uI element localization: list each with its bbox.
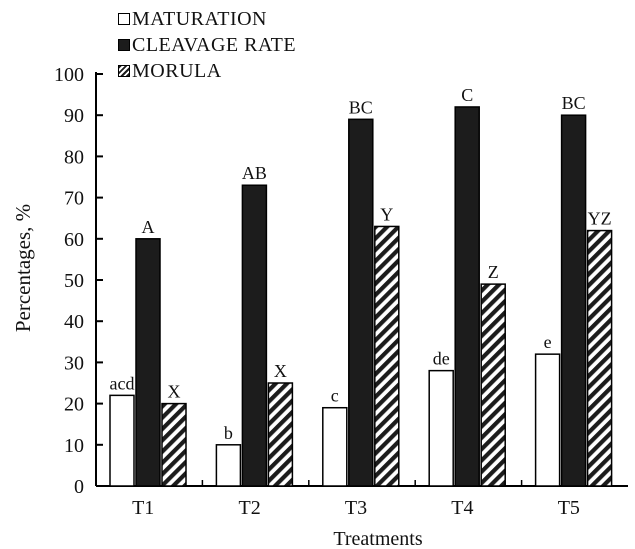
bars [109, 106, 613, 487]
y-tick-label: 40 [64, 311, 84, 333]
legend-label: MATURATION [132, 8, 267, 30]
x-tick-label: T2 [238, 497, 260, 519]
bar-morula [161, 402, 187, 487]
y-tick-label: 0 [74, 476, 84, 498]
legend-label: MORULA [132, 60, 222, 82]
y-tick-label: 20 [64, 394, 84, 416]
y-tick-label: 30 [64, 352, 84, 374]
y-tick-label: 70 [64, 188, 84, 210]
significance-labels: acd A Xb AB Xc BC Yde C Ze BC YZ [110, 85, 612, 443]
bar-maturation [534, 353, 561, 487]
significance-label: b [224, 423, 233, 443]
axes: 0 10 20 30 40 50 60 70 80 90 100 T1 T2 T3 T4 T5 [54, 64, 628, 519]
legend: MATURATION CLEAVAGE RATE MORULA [118, 6, 296, 84]
x-axis-label: Treatments [333, 528, 422, 549]
bar-maturation [109, 394, 135, 487]
bar-cleavage-rate [241, 184, 268, 487]
legend-swatch-open [118, 13, 130, 25]
x-tick-label: T4 [451, 497, 473, 519]
significance-label: BC [349, 97, 373, 117]
bar-morula [480, 283, 506, 487]
x-tick-label: T1 [132, 497, 154, 519]
y-tick-label: 10 [64, 435, 84, 457]
bar-maturation [215, 444, 242, 487]
y-tick-label: 50 [64, 270, 84, 292]
bar-cleavage-rate [454, 106, 480, 487]
significance-label: X [274, 361, 287, 381]
y-axis-label: Percentages, % [11, 204, 35, 332]
bar-morula [267, 382, 294, 487]
x-tick-label: T5 [558, 497, 580, 519]
bar-morula [374, 225, 400, 487]
significance-label: Y [380, 204, 393, 224]
bar-maturation [428, 369, 454, 487]
significance-label: acd [110, 373, 135, 393]
significance-label: AB [242, 163, 267, 183]
y-tick-label: 60 [64, 229, 84, 251]
legend-item-maturation: MATURATION [118, 6, 296, 32]
y-tick-label: 80 [64, 146, 84, 168]
significance-label: A [142, 217, 155, 237]
significance-label: BC [562, 93, 586, 113]
significance-label: X [168, 382, 181, 402]
y-tick-label: 100 [54, 64, 84, 86]
legend-swatch-hatched [118, 65, 130, 77]
legend-item-cleavage-rate: CLEAVAGE RATE [118, 32, 296, 58]
x-tick-label: T3 [345, 497, 367, 519]
significance-label: e [544, 332, 552, 352]
bar-cleavage-rate [560, 114, 587, 487]
bar-morula [586, 229, 613, 487]
legend-swatch-solid [118, 39, 130, 51]
bar-cleavage-rate [348, 118, 374, 487]
significance-label: YZ [588, 209, 612, 229]
significance-label: Z [488, 262, 499, 282]
legend-item-morula: MORULA [118, 58, 296, 84]
bar-maturation [322, 406, 348, 487]
significance-label: c [331, 386, 339, 406]
bar-cleavage-rate [135, 238, 161, 487]
legend-label: CLEAVAGE RATE [132, 34, 297, 56]
significance-label: de [433, 349, 450, 369]
y-tick-label: 90 [64, 105, 84, 127]
significance-label: C [461, 85, 473, 105]
